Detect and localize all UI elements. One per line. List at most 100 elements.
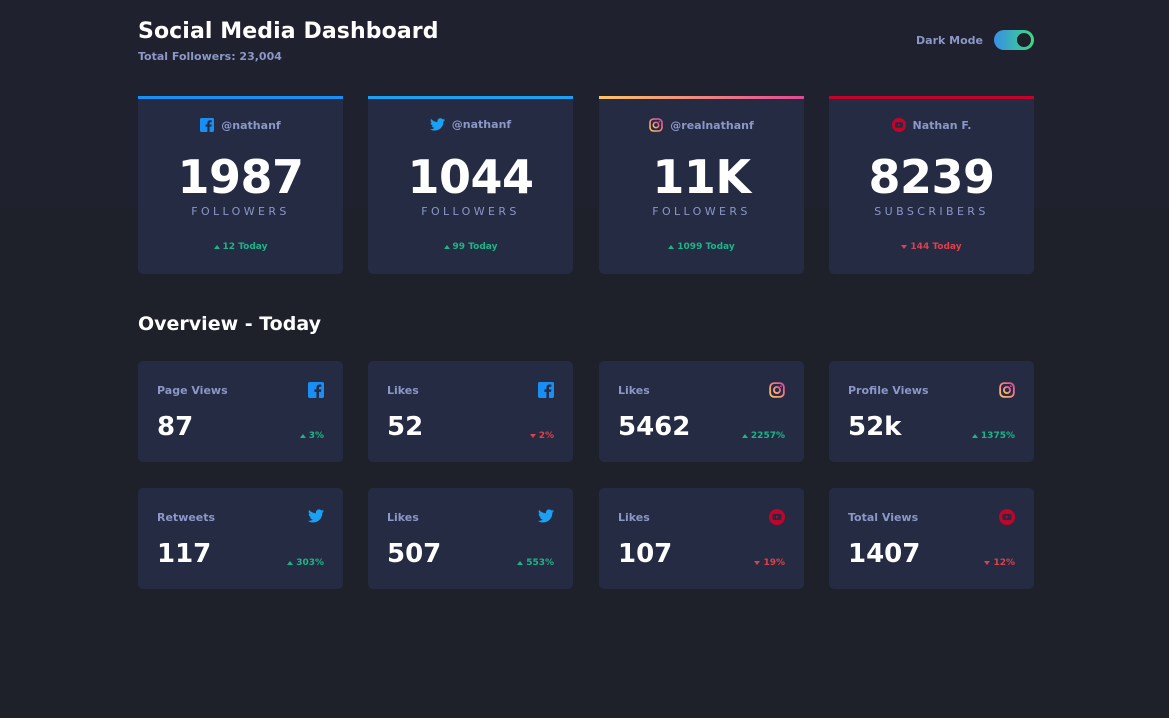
card-accent-bar — [368, 96, 573, 99]
card-change: 99 Today — [368, 242, 573, 252]
tile-label: Retweets — [157, 511, 216, 524]
facebook-icon — [538, 382, 554, 398]
card-handle: Nathan F. — [829, 118, 1034, 132]
arrow-up-icon — [668, 242, 675, 252]
tile-change-text: 553% — [526, 558, 554, 568]
card-change-text: 12 Today — [222, 242, 268, 252]
card-unit: FOLLOWERS — [421, 205, 520, 218]
tile-value: 5462 — [618, 412, 691, 442]
tile-label: Profile Views — [848, 384, 929, 397]
overview-tile[interactable]: Total Views 1407 12% — [829, 488, 1034, 589]
instagram-icon — [769, 382, 785, 398]
page-title: Social Media Dashboard — [138, 19, 439, 44]
tile-label: Likes — [618, 511, 650, 524]
card-handle: @nathanf — [138, 118, 343, 132]
card-accent-bar — [599, 96, 804, 99]
card-handle-text: Nathan F. — [912, 118, 972, 132]
follower-cards: @nathanf 1987 FOLLOWERS 12 Today @nathan… — [138, 96, 1034, 274]
overview-tile[interactable]: Likes 52 2% — [368, 361, 573, 462]
card-twitter[interactable]: @nathanf 1044 FOLLOWERS 99 Today — [368, 96, 573, 274]
arrow-up-icon — [213, 242, 220, 252]
arrow-up-icon — [443, 242, 450, 252]
youtube-icon — [999, 509, 1015, 525]
card-count: 1044 — [407, 150, 534, 204]
card-change: 1099 Today — [599, 242, 804, 252]
arrow-down-icon — [901, 242, 908, 252]
tile-value: 87 — [157, 412, 194, 442]
twitter-icon — [429, 118, 445, 131]
overview-tile[interactable]: Likes 107 19% — [599, 488, 804, 589]
tile-change: 3% — [299, 431, 324, 441]
card-count: 11K — [652, 150, 751, 204]
tile-label: Total Views — [848, 511, 919, 524]
youtube-icon — [769, 509, 785, 525]
card-change: 144 Today — [829, 242, 1034, 252]
tile-change-text: 2257% — [750, 431, 785, 441]
card-handle: @nathanf — [368, 118, 573, 131]
twitter-icon — [538, 509, 554, 525]
tile-label: Page Views — [157, 384, 228, 397]
twitter-icon — [308, 509, 324, 525]
card-facebook[interactable]: @nathanf 1987 FOLLOWERS 12 Today — [138, 96, 343, 274]
card-accent-bar — [829, 96, 1034, 99]
tile-value: 117 — [157, 539, 212, 569]
dark-mode-toggle[interactable] — [994, 30, 1034, 50]
card-youtube[interactable]: Nathan F. 8239 SUBSCRIBERS 144 Today — [829, 96, 1034, 274]
tile-change-text: 1375% — [980, 431, 1015, 441]
card-change: 12 Today — [138, 242, 343, 252]
tile-label: Likes — [387, 511, 419, 524]
card-handle-text: @nathanf — [221, 118, 281, 132]
dark-mode-control: Dark Mode — [916, 30, 1034, 50]
card-instagram[interactable]: @realnathanf 11K FOLLOWERS 1099 Today — [599, 96, 804, 274]
tile-change: 553% — [517, 558, 554, 568]
card-change-text: 99 Today — [452, 242, 498, 252]
tile-value: 1407 — [848, 539, 921, 569]
tile-value: 107 — [618, 539, 673, 569]
overview-tile[interactable]: Likes 5462 2257% — [599, 361, 804, 462]
arrow-up-icon — [971, 431, 978, 441]
tile-change: 12% — [984, 558, 1015, 568]
tile-change: 2257% — [741, 431, 785, 441]
arrow-up-icon — [299, 431, 306, 441]
card-count: 1987 — [177, 150, 304, 204]
card-handle-text: @nathanf — [451, 118, 512, 131]
card-unit: SUBSCRIBERS — [874, 205, 989, 218]
card-unit: FOLLOWERS — [191, 205, 290, 218]
youtube-icon — [891, 118, 906, 132]
arrow-up-icon — [287, 558, 294, 568]
dark-mode-label: Dark Mode — [916, 33, 983, 47]
facebook-icon — [308, 382, 324, 398]
tile-change-text: 2% — [538, 431, 554, 441]
instagram-icon — [999, 382, 1015, 398]
overview-title: Overview - Today — [138, 313, 321, 335]
tile-change: 2% — [529, 431, 554, 441]
tile-value: 52 — [387, 412, 424, 442]
tile-change-text: 12% — [993, 558, 1015, 568]
dashboard: Social Media Dashboard Total Followers: … — [138, 0, 1034, 718]
card-count: 8239 — [868, 150, 995, 204]
total-followers: Total Followers: 23,004 — [138, 50, 282, 63]
card-handle: @realnathanf — [599, 118, 804, 132]
overview-tile[interactable]: Page Views 87 3% — [138, 361, 343, 462]
instagram-icon — [649, 118, 664, 132]
tile-change: 1375% — [971, 431, 1015, 441]
card-accent-bar — [138, 96, 343, 99]
tile-change-text: 3% — [308, 431, 324, 441]
overview-tile[interactable]: Likes 507 553% — [368, 488, 573, 589]
arrow-up-icon — [517, 558, 524, 568]
arrow-up-icon — [741, 431, 748, 441]
overview-tile[interactable]: Retweets 117 303% — [138, 488, 343, 589]
card-unit: FOLLOWERS — [652, 205, 751, 218]
card-handle-text: @realnathanf — [670, 118, 754, 132]
overview-tile[interactable]: Profile Views 52k 1375% — [829, 361, 1034, 462]
card-change-text: 1099 Today — [677, 242, 735, 252]
tile-change: 303% — [287, 558, 324, 568]
tile-change: 19% — [754, 558, 785, 568]
tile-change-text: 19% — [763, 558, 785, 568]
tile-value: 507 — [387, 539, 442, 569]
tile-label: Likes — [618, 384, 650, 397]
card-change-text: 144 Today — [910, 242, 962, 252]
arrow-down-icon — [529, 431, 536, 441]
toggle-knob — [1017, 33, 1031, 47]
arrow-down-icon — [754, 558, 761, 568]
